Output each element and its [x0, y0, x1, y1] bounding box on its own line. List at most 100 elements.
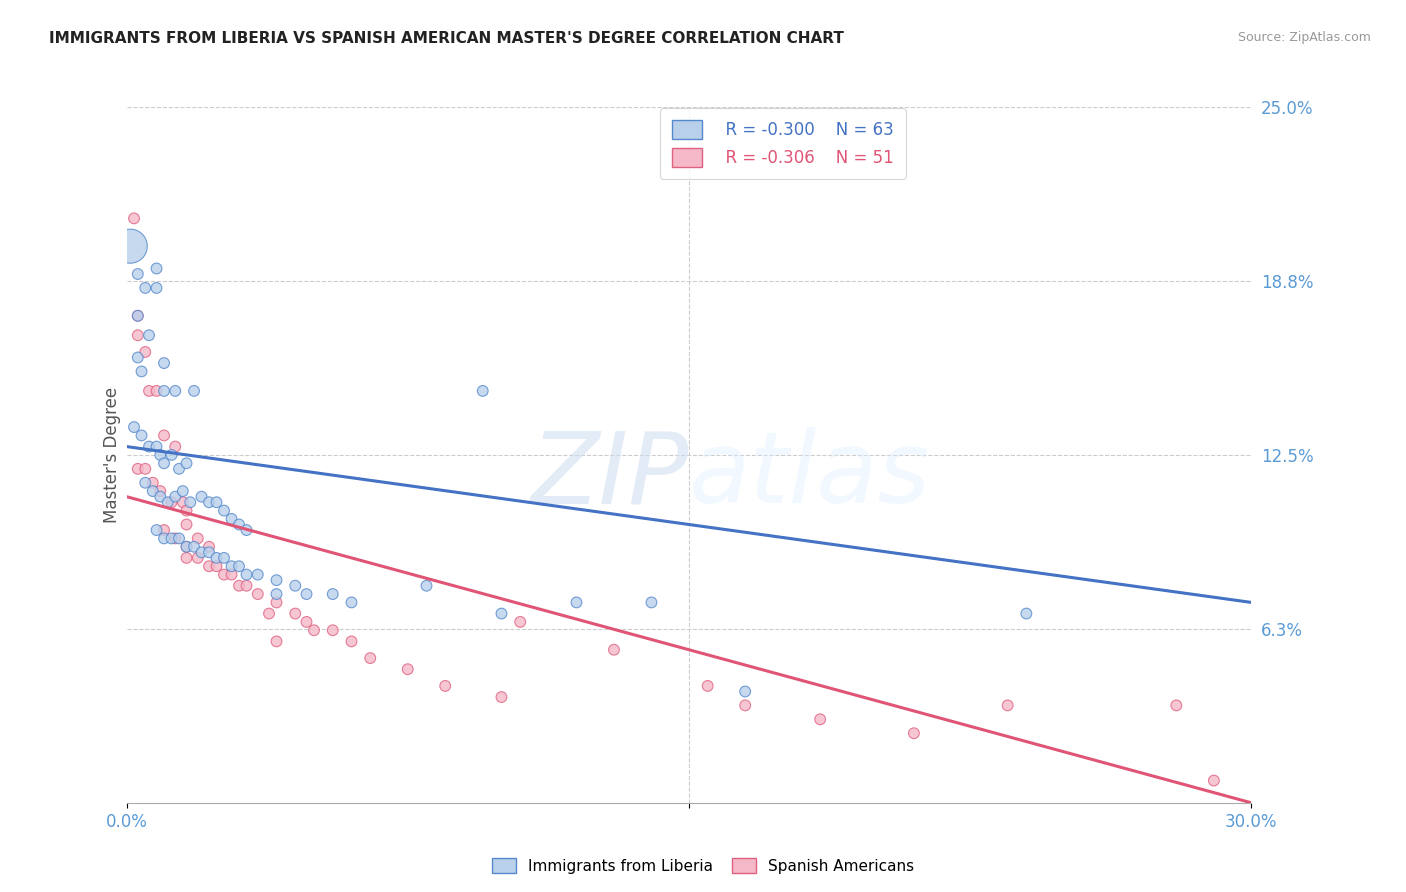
Point: [228, 559, 250, 574]
Point: [509, 615, 531, 629]
Point: [149, 484, 172, 499]
Text: ZIP: ZIP: [530, 427, 689, 524]
Point: [127, 328, 149, 343]
Point: [120, 239, 142, 253]
Point: [415, 579, 437, 593]
Point: [138, 328, 160, 343]
Legend:   R = -0.300    N = 63,   R = -0.306    N = 51: R = -0.300 N = 63, R = -0.306 N = 51: [661, 109, 905, 178]
Point: [205, 495, 228, 509]
Point: [322, 587, 344, 601]
Point: [198, 495, 221, 509]
Point: [183, 384, 205, 398]
Point: [212, 550, 235, 565]
Point: [153, 532, 176, 546]
Point: [134, 281, 156, 295]
Point: [134, 462, 156, 476]
Point: [266, 573, 288, 587]
Point: [127, 267, 149, 281]
Point: [340, 595, 363, 609]
Point: [138, 440, 160, 454]
Y-axis label: Master's Degree: Master's Degree: [103, 387, 121, 523]
Point: [179, 495, 201, 509]
Point: [340, 634, 363, 648]
Point: [160, 448, 183, 462]
Point: [153, 428, 176, 442]
Point: [359, 651, 381, 665]
Point: [145, 523, 167, 537]
Point: [172, 484, 194, 499]
Point: [172, 495, 194, 509]
Point: [145, 384, 167, 398]
Point: [153, 523, 176, 537]
Point: [295, 587, 318, 601]
Text: Source: ZipAtlas.com: Source: ZipAtlas.com: [1237, 31, 1371, 45]
Point: [603, 642, 626, 657]
Point: [246, 567, 269, 582]
Point: [491, 607, 513, 621]
Point: [246, 587, 269, 601]
Point: [165, 532, 187, 546]
Point: [903, 726, 925, 740]
Point: [235, 579, 257, 593]
Point: [640, 595, 662, 609]
Point: [122, 211, 145, 226]
Point: [160, 532, 183, 546]
Point: [266, 595, 288, 609]
Point: [127, 309, 149, 323]
Point: [198, 540, 221, 554]
Point: [160, 495, 183, 509]
Point: [149, 448, 172, 462]
Point: [187, 532, 209, 546]
Point: [284, 607, 307, 621]
Point: [176, 550, 198, 565]
Point: [295, 615, 318, 629]
Point: [212, 503, 235, 517]
Point: [134, 475, 156, 490]
Point: [167, 462, 190, 476]
Point: [322, 624, 344, 638]
Point: [491, 690, 513, 704]
Point: [165, 384, 187, 398]
Point: [235, 567, 257, 582]
Point: [127, 351, 149, 365]
Point: [1015, 607, 1038, 621]
Point: [176, 540, 198, 554]
Point: [183, 540, 205, 554]
Point: [149, 490, 172, 504]
Point: [228, 517, 250, 532]
Point: [167, 532, 190, 546]
Point: [134, 345, 156, 359]
Point: [153, 384, 176, 398]
Point: [434, 679, 457, 693]
Point: [396, 662, 419, 676]
Point: [221, 512, 243, 526]
Point: [190, 490, 212, 504]
Point: [176, 540, 198, 554]
Point: [122, 420, 145, 434]
Legend: Immigrants from Liberia, Spanish Americans: Immigrants from Liberia, Spanish America…: [485, 852, 921, 880]
Point: [127, 462, 149, 476]
Point: [565, 595, 588, 609]
Point: [808, 712, 831, 726]
Point: [176, 517, 198, 532]
Point: [212, 567, 235, 582]
Point: [142, 484, 165, 499]
Point: [142, 475, 165, 490]
Point: [205, 559, 228, 574]
Point: [131, 428, 153, 442]
Point: [302, 624, 325, 638]
Point: [696, 679, 718, 693]
Point: [187, 550, 209, 565]
Point: [266, 587, 288, 601]
Point: [156, 495, 179, 509]
Point: [176, 456, 198, 470]
Point: [127, 309, 149, 323]
Point: [153, 356, 176, 370]
Point: [228, 579, 250, 593]
Text: IMMIGRANTS FROM LIBERIA VS SPANISH AMERICAN MASTER'S DEGREE CORRELATION CHART: IMMIGRANTS FROM LIBERIA VS SPANISH AMERI…: [49, 31, 844, 46]
Point: [734, 684, 756, 698]
Point: [131, 364, 153, 378]
Point: [153, 456, 176, 470]
Point: [1202, 773, 1225, 788]
Point: [221, 559, 243, 574]
